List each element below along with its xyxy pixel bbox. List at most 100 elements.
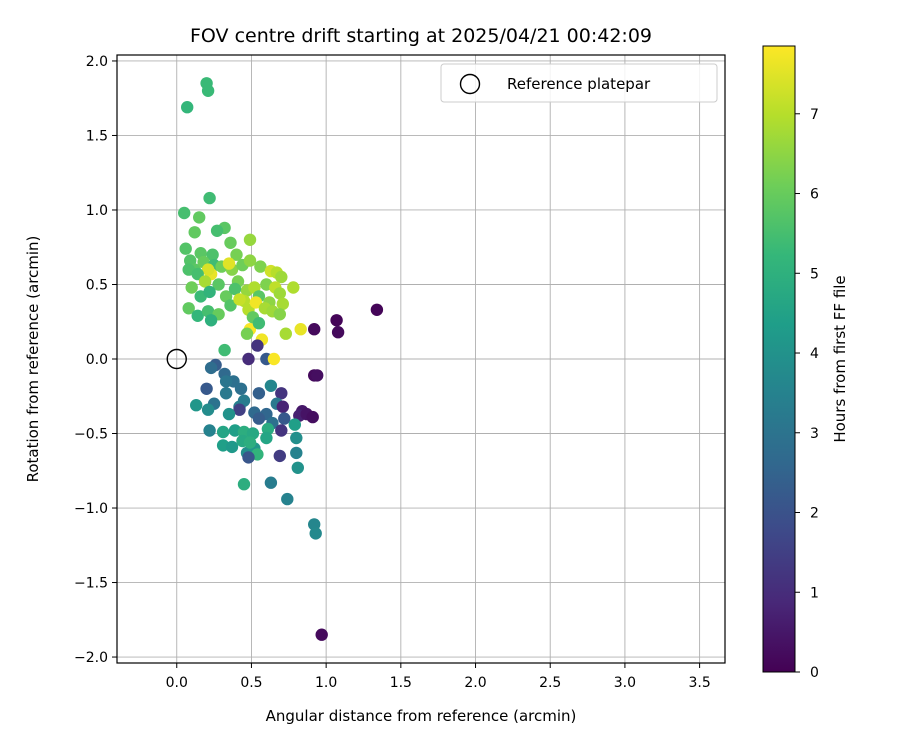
data-point	[276, 297, 289, 311]
data-point	[242, 352, 255, 366]
data-point	[331, 326, 345, 339]
data-point	[309, 527, 322, 540]
data-point	[182, 302, 195, 315]
data-point	[290, 446, 303, 460]
data-point	[279, 327, 292, 340]
colorbar-tick-label: 7	[810, 107, 819, 123]
data-point	[201, 403, 215, 416]
data-point	[260, 431, 273, 445]
data-point	[243, 254, 257, 267]
x-axis-ticks: 0.0 0.5 1.0 1.5 2.0 2.5 3.0 3.5	[166, 663, 711, 691]
data-point	[252, 317, 266, 330]
data-point	[228, 282, 242, 296]
data-point	[311, 369, 324, 382]
data-point	[288, 418, 301, 431]
data-point	[216, 425, 230, 439]
y-tick-label: 1.5	[86, 128, 108, 144]
y-tick-label: −0.5	[74, 427, 108, 443]
colorbar-tick-label: 1	[810, 585, 819, 601]
data-point	[237, 478, 251, 491]
data-point	[219, 375, 233, 388]
data-point	[219, 387, 233, 400]
data-point	[233, 403, 246, 416]
data-point	[222, 407, 236, 421]
legend-label: Reference platepar	[507, 75, 651, 93]
x-tick-label: 1.0	[315, 675, 337, 691]
data-point	[230, 248, 243, 261]
data-point	[370, 303, 384, 316]
legend-marker-icon	[459, 73, 481, 95]
data-point	[291, 461, 304, 474]
colorbar-ticks: 0 1 2 3 4 5 6 7	[795, 107, 819, 681]
data-point	[222, 257, 236, 270]
data-point	[276, 400, 289, 413]
x-tick-label: 1.5	[390, 675, 412, 691]
legend-box	[440, 63, 718, 103]
chart-title: FOV centre drift starting at 2025/04/21 …	[190, 25, 652, 47]
x-tick-label: 3.5	[688, 675, 710, 691]
data-point	[243, 233, 257, 246]
data-point	[273, 449, 286, 463]
legend: Reference platepar	[440, 63, 718, 103]
y-axis-ticks: 2.0 1.5 1.0 0.5 0.0 −0.5 −1.0 −1.5 −2.0	[74, 54, 117, 666]
colorbar-tick-label: 6	[810, 187, 819, 203]
data-point	[181, 101, 194, 114]
data-point	[204, 361, 218, 375]
colorbar-label: Hours from first FF file	[831, 275, 849, 442]
data-point	[193, 211, 206, 224]
x-tick-label: 2.0	[464, 675, 486, 691]
y-axis-label: Rotation from reference (arcmin)	[24, 236, 42, 483]
x-axis-label: Angular distance from reference (arcmin)	[266, 707, 577, 725]
data-point	[275, 424, 288, 437]
y-tick-label: 1.0	[86, 203, 108, 219]
data-point	[251, 339, 264, 352]
data-point	[242, 451, 255, 464]
colorbar-tick-label: 4	[810, 346, 819, 362]
data-point	[252, 412, 266, 425]
data-point	[278, 412, 291, 425]
data-point	[287, 281, 300, 294]
data-point	[275, 270, 288, 284]
data-point	[254, 260, 267, 273]
data-point	[233, 293, 246, 306]
colorbar-tick-label: 3	[810, 426, 819, 442]
data-point	[243, 436, 257, 449]
data-point	[212, 278, 225, 291]
data-point	[203, 191, 216, 205]
x-tick-label: 3.0	[614, 675, 636, 691]
data-point	[281, 492, 294, 506]
data-point	[308, 323, 321, 336]
data-point	[200, 382, 213, 395]
data-point	[190, 399, 203, 412]
y-tick-label: −1.0	[74, 501, 108, 517]
data-point	[218, 343, 231, 357]
data-point	[240, 327, 254, 340]
data-point	[294, 323, 307, 336]
data-point	[210, 224, 224, 237]
data-point	[185, 281, 198, 294]
data-point	[290, 431, 303, 445]
y-tick-label: 2.0	[86, 54, 108, 70]
data-point	[273, 308, 286, 321]
data-point	[201, 84, 215, 98]
y-tick-label: 0.5	[86, 277, 108, 293]
colorbar-tick-label: 0	[810, 665, 819, 681]
data-point	[264, 476, 278, 489]
data-point	[203, 285, 216, 299]
data-point	[206, 248, 219, 261]
data-point	[330, 314, 343, 327]
data-point	[234, 382, 248, 395]
data-point	[188, 226, 201, 239]
data-point	[275, 387, 288, 400]
data-point	[191, 309, 204, 322]
data-point	[267, 352, 281, 366]
x-tick-label: 0.0	[166, 675, 188, 691]
x-tick-label: 0.5	[240, 675, 262, 691]
colorbar-gradient	[762, 45, 796, 673]
data-point	[249, 296, 263, 309]
colorbar: 0 1 2 3 4 5 6 7 Hours from first FF file	[762, 45, 849, 681]
data-point	[264, 379, 278, 392]
data-point	[179, 242, 192, 255]
